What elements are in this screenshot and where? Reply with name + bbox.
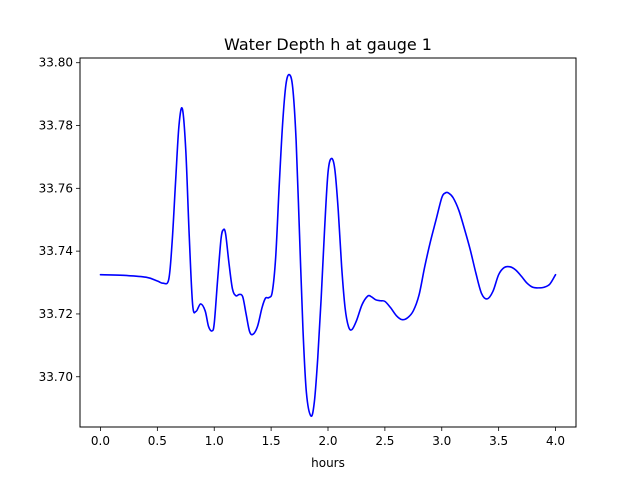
- y-tick-label: 33.72: [39, 307, 73, 321]
- y-tick-label: 33.78: [39, 119, 73, 133]
- y-tick-label: 33.74: [39, 244, 73, 258]
- x-tick-label: 0.5: [148, 434, 167, 448]
- y-tick-label: 33.80: [39, 56, 73, 70]
- y-tick-label: 33.70: [39, 370, 73, 384]
- x-tick-label: 4.0: [546, 434, 565, 448]
- x-tick-label: 2.5: [375, 434, 394, 448]
- x-tick-label: 1.5: [262, 434, 281, 448]
- x-axis: 0.0 0.5 1.0 1.5 2.0 2.5 3.0 3.5 4.0: [91, 427, 565, 448]
- plot-area: 0.0 0.5 1.0 1.5 2.0 2.5 3.0 3.5 4.0 33.7033.7233…: [39, 56, 577, 448]
- series-line: [99, 73, 557, 418]
- chart-title: Water Depth h at gauge 1: [224, 35, 432, 54]
- y-axis: 33.70 33.72 33.74 33.76 33.78 33.80: [39, 56, 80, 384]
- x-tick-label: 3.0: [432, 434, 451, 448]
- x-tick-label: 1.0: [205, 434, 224, 448]
- x-tick-label: 0.0: [91, 434, 110, 448]
- x-tick-label: 2.0: [318, 434, 337, 448]
- y-tick-label: 33.76: [39, 181, 73, 195]
- x-axis-label: hours: [311, 456, 345, 470]
- x-tick-label: 3.5: [489, 434, 508, 448]
